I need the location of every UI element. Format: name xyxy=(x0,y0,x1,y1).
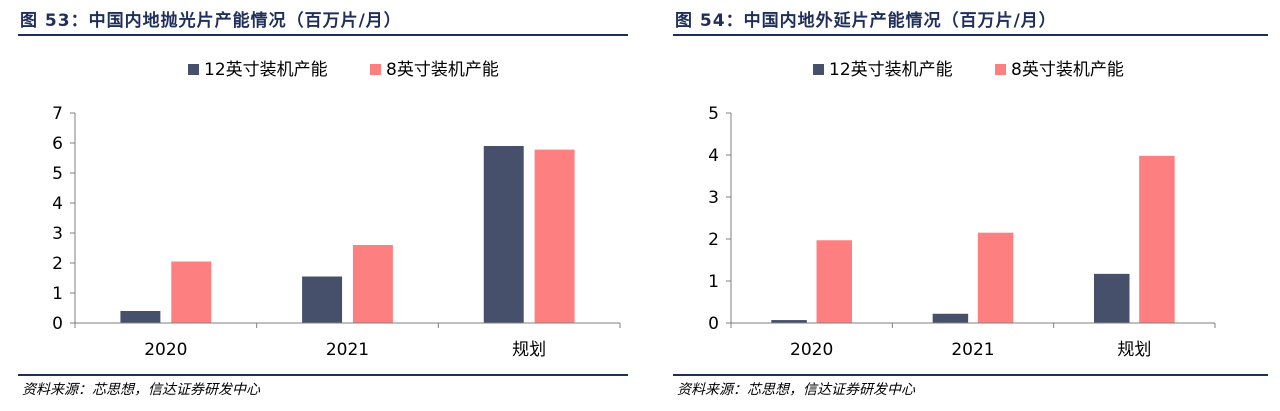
y-tick-label: 0 xyxy=(52,314,63,334)
x-tick-label: 2020 xyxy=(790,340,833,360)
title-divider xyxy=(18,34,628,36)
bar-salmon xyxy=(352,245,393,323)
title-divider xyxy=(673,34,1268,36)
bar-salmon xyxy=(171,261,212,323)
bar-navy xyxy=(771,320,807,323)
y-tick-label: 4 xyxy=(52,194,63,214)
chart-title: 图 54：中国内地外延片产能情况（百万片/月） xyxy=(675,11,1057,31)
bar-navy xyxy=(1094,273,1130,323)
chart-panel-right: 图 54：中国内地外延片产能情况（百万片/月） 12英寸装机产能 8英寸装机产能 0… xyxy=(655,0,1280,411)
y-tick-label: 1 xyxy=(708,272,719,292)
x-tick-label: 规划 xyxy=(1117,340,1151,360)
source-divider xyxy=(673,374,1268,376)
legend-swatch xyxy=(188,64,199,75)
y-tick-label: 7 xyxy=(52,104,63,124)
y-tick-label: 5 xyxy=(52,164,63,184)
x-tick-label: 2021 xyxy=(326,340,369,360)
bar-navy xyxy=(483,146,524,323)
bar-navy xyxy=(120,311,161,323)
legend-swatch xyxy=(995,64,1006,75)
bar-salmon xyxy=(534,149,575,323)
y-tick-label: 4 xyxy=(708,146,719,166)
x-tick-label: 规划 xyxy=(512,340,546,360)
bar-navy xyxy=(302,276,343,323)
bar-salmon xyxy=(977,232,1014,323)
legend-label: 8英寸装机产能 xyxy=(1011,60,1124,80)
legend-label: 8英寸装机产能 xyxy=(386,60,499,80)
y-tick-label: 3 xyxy=(52,224,63,244)
bar-salmon xyxy=(816,240,852,323)
legend-swatch xyxy=(370,64,381,75)
source-divider xyxy=(18,374,628,376)
x-tick-label: 2021 xyxy=(951,340,994,360)
y-tick-label: 2 xyxy=(52,254,63,274)
source-note: 资料来源：芯思想，信达证券研发中心 xyxy=(677,382,915,398)
bar-chart-epitaxial-wafer: 12英寸装机产能 8英寸装机产能 0 1 2 3 4 5 2020 2021 规划 xyxy=(708,60,1216,360)
y-tick-label: 1 xyxy=(52,284,63,304)
bar-chart-polished-wafer: 12英寸装机产能 8英寸装机产能 0 1 2 3 4 5 6 7 2020 2021 规划 xyxy=(52,60,621,360)
legend-label: 12英寸装机产能 xyxy=(204,60,328,80)
y-tick-label: 2 xyxy=(708,230,719,250)
legend-label: 12英寸装机产能 xyxy=(829,60,953,80)
y-tick-label: 0 xyxy=(708,314,719,334)
chart-panel-left: 图 53：中国内地抛光片产能情况（百万片/月） 12英寸装机产能 8英寸装机产能 0… xyxy=(18,11,628,398)
y-tick-label: 3 xyxy=(708,188,719,208)
legend-swatch xyxy=(813,64,824,75)
chart-title: 图 53：中国内地抛光片产能情况（百万片/月） xyxy=(20,11,402,31)
x-tick-label: 2020 xyxy=(144,340,187,360)
y-tick-label: 5 xyxy=(708,104,719,124)
bar-navy xyxy=(932,313,969,323)
y-tick-label: 6 xyxy=(52,134,63,154)
bar-salmon xyxy=(1139,155,1175,323)
source-note: 资料来源：芯思想，信达证券研发中心 xyxy=(22,382,260,398)
